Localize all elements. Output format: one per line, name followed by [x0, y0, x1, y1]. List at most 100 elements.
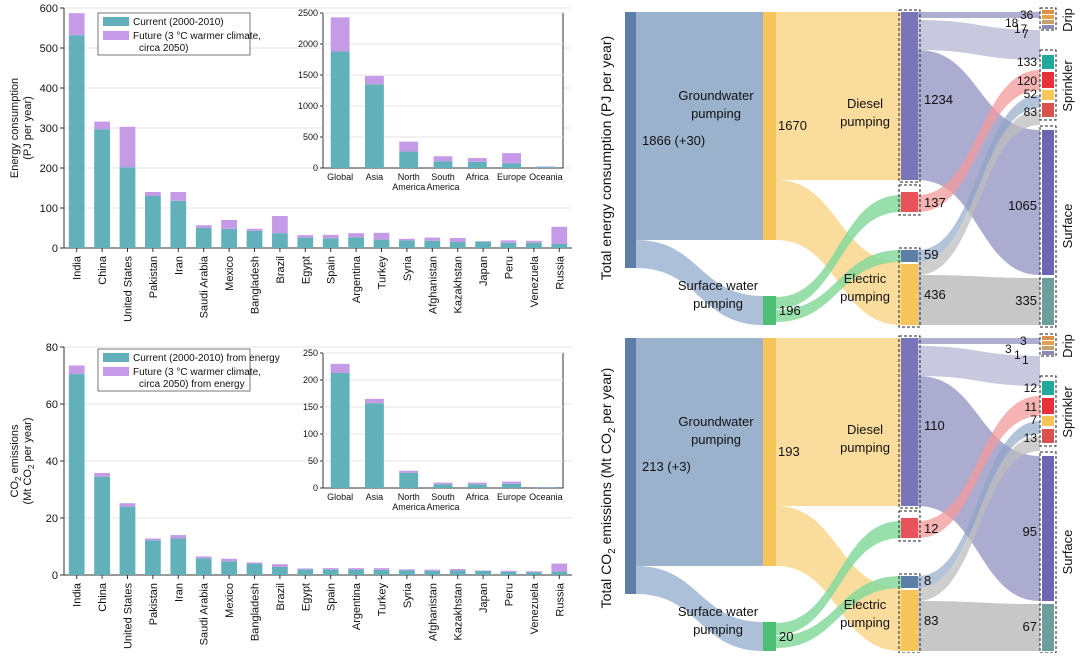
- bar-current: [272, 567, 288, 575]
- bar-future: [348, 233, 364, 237]
- node-sprinkler-part: [1042, 416, 1054, 426]
- groundwater-value: 193: [778, 444, 800, 459]
- electric-label: Electric: [844, 271, 887, 286]
- inset-bar-current: [331, 51, 350, 168]
- electric-sprinkler-value: 59: [924, 247, 938, 262]
- groundwater-label: Groundwater: [678, 414, 754, 429]
- bar-future: [120, 127, 136, 167]
- x-tick-label: Egypt: [300, 256, 312, 284]
- x-tick-label: Iran: [173, 583, 185, 602]
- inset-y-tick-label: 250: [303, 348, 318, 358]
- inset-x-tick-label: Global: [327, 492, 353, 502]
- x-tick-label: Venezuela: [529, 255, 541, 307]
- node-electric-sprinkler: [901, 250, 918, 262]
- inset-x-tick-label: Global: [327, 172, 353, 182]
- x-tick-label: India: [72, 255, 84, 280]
- inset-x-tick-label: America: [426, 502, 459, 512]
- node-total: [625, 12, 636, 268]
- x-tick-label: Turkey: [377, 583, 389, 617]
- bar-current: [501, 572, 517, 575]
- x-tick-label: India: [72, 582, 84, 607]
- inset-bar-current: [468, 484, 487, 488]
- x-tick-label: China: [97, 255, 109, 285]
- bar-future: [297, 235, 313, 237]
- drip-value: 3: [1020, 334, 1027, 348]
- bar-current: [221, 561, 237, 575]
- text-part: emissions (Mt CO: [598, 433, 614, 548]
- node-diesel-sprinkler: [901, 192, 918, 212]
- x-tick-label: Turkey: [377, 256, 389, 290]
- bar-future: [526, 241, 542, 243]
- text-part: (Mt CO: [22, 469, 34, 505]
- y-tick-label: 500: [40, 43, 58, 55]
- bar-future: [297, 568, 313, 569]
- node-sprinkler-part: [1042, 398, 1054, 414]
- legend-label-current: Current (2000-2010) from energy: [133, 353, 280, 364]
- inset-x-tick-label: South: [431, 492, 455, 502]
- y-tick-label: 60: [46, 399, 58, 411]
- sprinkler-value: 52: [1024, 87, 1038, 101]
- bar-future: [272, 564, 288, 567]
- y-tick-label: 300: [40, 123, 58, 135]
- bar-current: [145, 540, 161, 575]
- bar-future: [247, 229, 263, 231]
- legend-swatch-current: [103, 353, 129, 362]
- bar-current: [399, 570, 415, 575]
- inset-bar-future: [365, 399, 384, 403]
- y-tick-label: 80: [46, 342, 58, 354]
- bar-future: [399, 239, 415, 241]
- bar-future: [501, 240, 517, 242]
- inset-bar-future: [434, 483, 453, 485]
- bar-future: [120, 503, 136, 506]
- y-axis-title: Energy consumption(PJ per year): [9, 78, 34, 178]
- bar-future: [323, 568, 339, 569]
- legend-label-current: Current (2000-2010): [133, 17, 224, 28]
- x-tick-label: Syria: [402, 255, 414, 281]
- inset-x-tick-label: Oceania: [529, 172, 563, 182]
- diesel-main-value: 110: [924, 418, 945, 433]
- diesel-sprinkler-value: 12: [924, 521, 938, 536]
- x-tick-label: Argentina: [351, 255, 363, 303]
- node-sprinkler-part: [1042, 72, 1054, 88]
- bar-current: [501, 243, 517, 248]
- bar-current: [221, 229, 237, 248]
- diesel-label: Diesel: [847, 422, 883, 437]
- sprinkler-label: Sprinkler: [1060, 386, 1075, 438]
- bar-future: [170, 192, 186, 201]
- inset-y-tick-label: 2500: [298, 8, 318, 18]
- legend-swatch-future: [103, 31, 129, 40]
- bar-future: [221, 559, 237, 562]
- y-tick-label: 200: [40, 163, 58, 175]
- inset-bar-future: [502, 153, 521, 163]
- surface-label: Surface: [1060, 204, 1075, 249]
- electric-sprinkler-value: 8: [924, 573, 931, 588]
- node-drip-part: [1042, 351, 1054, 355]
- legend-swatch-current: [103, 17, 129, 26]
- x-tick-label: Spain: [326, 256, 338, 284]
- node-surface-diesel: [1042, 456, 1054, 601]
- x-tick-label: United States: [123, 583, 135, 650]
- y-tick-label: 40: [46, 456, 58, 468]
- bar-future: [551, 227, 567, 244]
- total-value-label: 213 (+3): [642, 459, 691, 474]
- bar-current: [170, 539, 186, 575]
- inset-x-tick-label: North: [398, 172, 420, 182]
- inset-bar-current: [365, 84, 384, 168]
- inset-bar-future: [536, 487, 555, 488]
- inset-bar-future: [365, 76, 384, 84]
- bar-future: [145, 539, 161, 541]
- node-diesel: [901, 338, 918, 506]
- bar-future: [450, 569, 466, 570]
- bar-current: [399, 240, 415, 248]
- bar-current: [120, 507, 136, 575]
- sankey-3: 1866 (+30)Groundwaterpumping1670Surface …: [625, 8, 1075, 327]
- inset-x-tick-label: South: [431, 172, 455, 182]
- bar-current: [374, 240, 390, 248]
- node-diesel: [901, 12, 918, 180]
- bar-current: [323, 570, 339, 575]
- electric-label-2: pumping: [840, 615, 890, 630]
- bar-future: [323, 235, 339, 239]
- node-groundwater: [763, 338, 776, 566]
